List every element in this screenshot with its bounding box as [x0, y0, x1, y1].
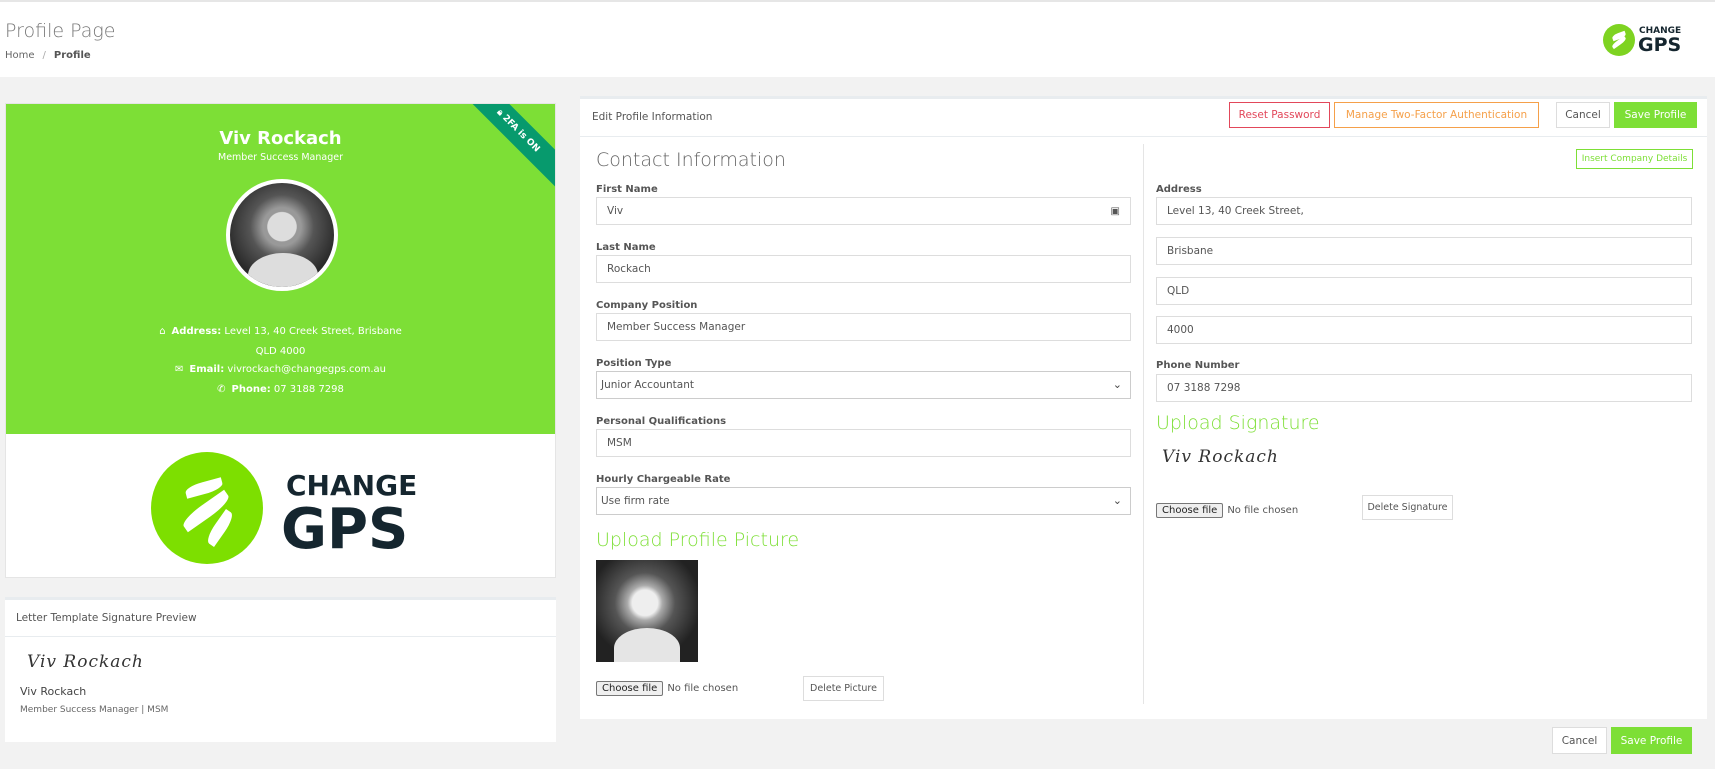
phone-input[interactable]: 07 3188 7298 [1156, 374, 1692, 402]
signature-name: Viv Rockach [20, 685, 87, 698]
position-type-label: Position Type [596, 358, 672, 369]
logo-text: CHANGE [1639, 26, 1682, 36]
signature-subtitle: Member Success Manager | MSM [20, 705, 169, 715]
chevron-down-icon: ⌄ [1112, 378, 1122, 391]
profile-summary: 🔒︎ 2FA is ON Viv Rockach Member Success … [6, 104, 555, 434]
column-divider [1143, 144, 1144, 704]
position-type-select[interactable]: Junior Accountant ⌄ [596, 371, 1131, 399]
manage-2fa-button[interactable]: Manage Two-Factor Authentication [1334, 102, 1539, 128]
company-logo: CHANGE GPS [151, 452, 417, 567]
profile-card: 🔒︎ 2FA is ON Viv Rockach Member Success … [5, 103, 556, 578]
qualifications-label: Personal Qualifications [596, 416, 727, 427]
profile-role: Member Success Manager [218, 152, 343, 163]
signature-preview-card: Letter Template Signature Preview Viv Ro… [5, 597, 556, 742]
avatar [226, 179, 338, 291]
logo-text: GPS [281, 497, 409, 562]
profile-picture-preview [596, 560, 698, 662]
signature-file-input[interactable]: Choose file No file chosen [1156, 503, 1298, 518]
envelope-icon: ✉ [174, 364, 184, 375]
logo-text: CHANGE [286, 469, 418, 502]
reset-password-button[interactable]: Reset Password [1229, 102, 1330, 128]
upload-picture-heading: Upload Profile Picture [596, 529, 800, 551]
address-label: Address [1156, 184, 1202, 195]
signature-preview-title: Letter Template Signature Preview [5, 600, 556, 637]
upload-signature-heading: Upload Signature [1156, 412, 1320, 434]
phone-label: Phone Number [1156, 360, 1240, 371]
phone-icon: ✆ [217, 384, 226, 395]
page-title: Profile Page [5, 20, 116, 42]
no-file-text: No file chosen [1227, 505, 1299, 516]
last-name-input[interactable]: Rockach [596, 255, 1131, 283]
brand-logo[interactable]: CHANGE GPS [1603, 22, 1693, 58]
qualifications-input[interactable]: MSM [596, 429, 1131, 457]
hourly-rate-select[interactable]: Use firm rate ⌄ [596, 487, 1131, 515]
breadcrumb-home[interactable]: Home [5, 50, 35, 61]
choose-file-button[interactable]: Choose file [1156, 503, 1224, 518]
profile-email: ✉ Email: vivrockach@changegps.com.au [174, 364, 387, 375]
home-icon: ⌂ [159, 326, 166, 337]
signature-image: Viv Rockach [27, 652, 144, 672]
cancel-button[interactable]: Cancel [1556, 102, 1610, 128]
panel-title: Edit Profile Information [592, 111, 713, 123]
footer-cancel-button[interactable]: Cancel [1552, 727, 1607, 754]
profile-phone: ✆ Phone: 07 3188 7298 [217, 384, 344, 395]
save-profile-button[interactable]: Save Profile [1614, 102, 1697, 128]
company-position-label: Company Position [596, 300, 698, 311]
page-header: Profile Page Home / Profile CHANGE GPS [0, 0, 1715, 77]
picture-file-input[interactable]: Choose file No file chosen [596, 681, 738, 696]
first-name-input[interactable]: Viv ▣ [596, 197, 1131, 225]
state-input[interactable]: QLD [1156, 277, 1692, 305]
panel-header: Edit Profile Information Reset Password … [580, 99, 1707, 137]
city-input[interactable]: Brisbane [1156, 237, 1692, 265]
contact-heading: Contact Information [596, 149, 786, 171]
contact-card-icon: ▣ [1110, 205, 1120, 217]
profile-address-line2: QLD 4000 [255, 346, 306, 357]
breadcrumb: Home / Profile [5, 50, 91, 61]
no-file-text: No file chosen [667, 683, 739, 694]
insert-company-details-button[interactable]: Insert Company Details [1576, 149, 1693, 169]
first-name-label: First Name [596, 184, 658, 195]
logo-text: GPS [1638, 34, 1682, 56]
profile-address: ⌂ Address: Level 13, 40 Creek Street, Bri… [159, 326, 402, 337]
footer-save-profile-button[interactable]: Save Profile [1611, 727, 1692, 754]
chevron-down-icon: ⌄ [1112, 494, 1122, 507]
delete-signature-button[interactable]: Delete Signature [1362, 495, 1453, 520]
address-line1-input[interactable]: Level 13, 40 Creek Street, [1156, 197, 1692, 225]
company-position-input[interactable]: Member Success Manager [596, 313, 1131, 341]
edit-profile-panel: Edit Profile Information Reset Password … [580, 96, 1707, 719]
profile-name: Viv Rockach [219, 128, 342, 149]
choose-file-button[interactable]: Choose file [596, 681, 664, 696]
postcode-input[interactable]: 4000 [1156, 316, 1692, 344]
signature-image: Viv Rockach [1162, 447, 1279, 467]
breadcrumb-profile: Profile [53, 50, 91, 61]
delete-picture-button[interactable]: Delete Picture [803, 676, 884, 701]
hourly-rate-label: Hourly Chargeable Rate [596, 474, 731, 485]
last-name-label: Last Name [596, 242, 656, 253]
